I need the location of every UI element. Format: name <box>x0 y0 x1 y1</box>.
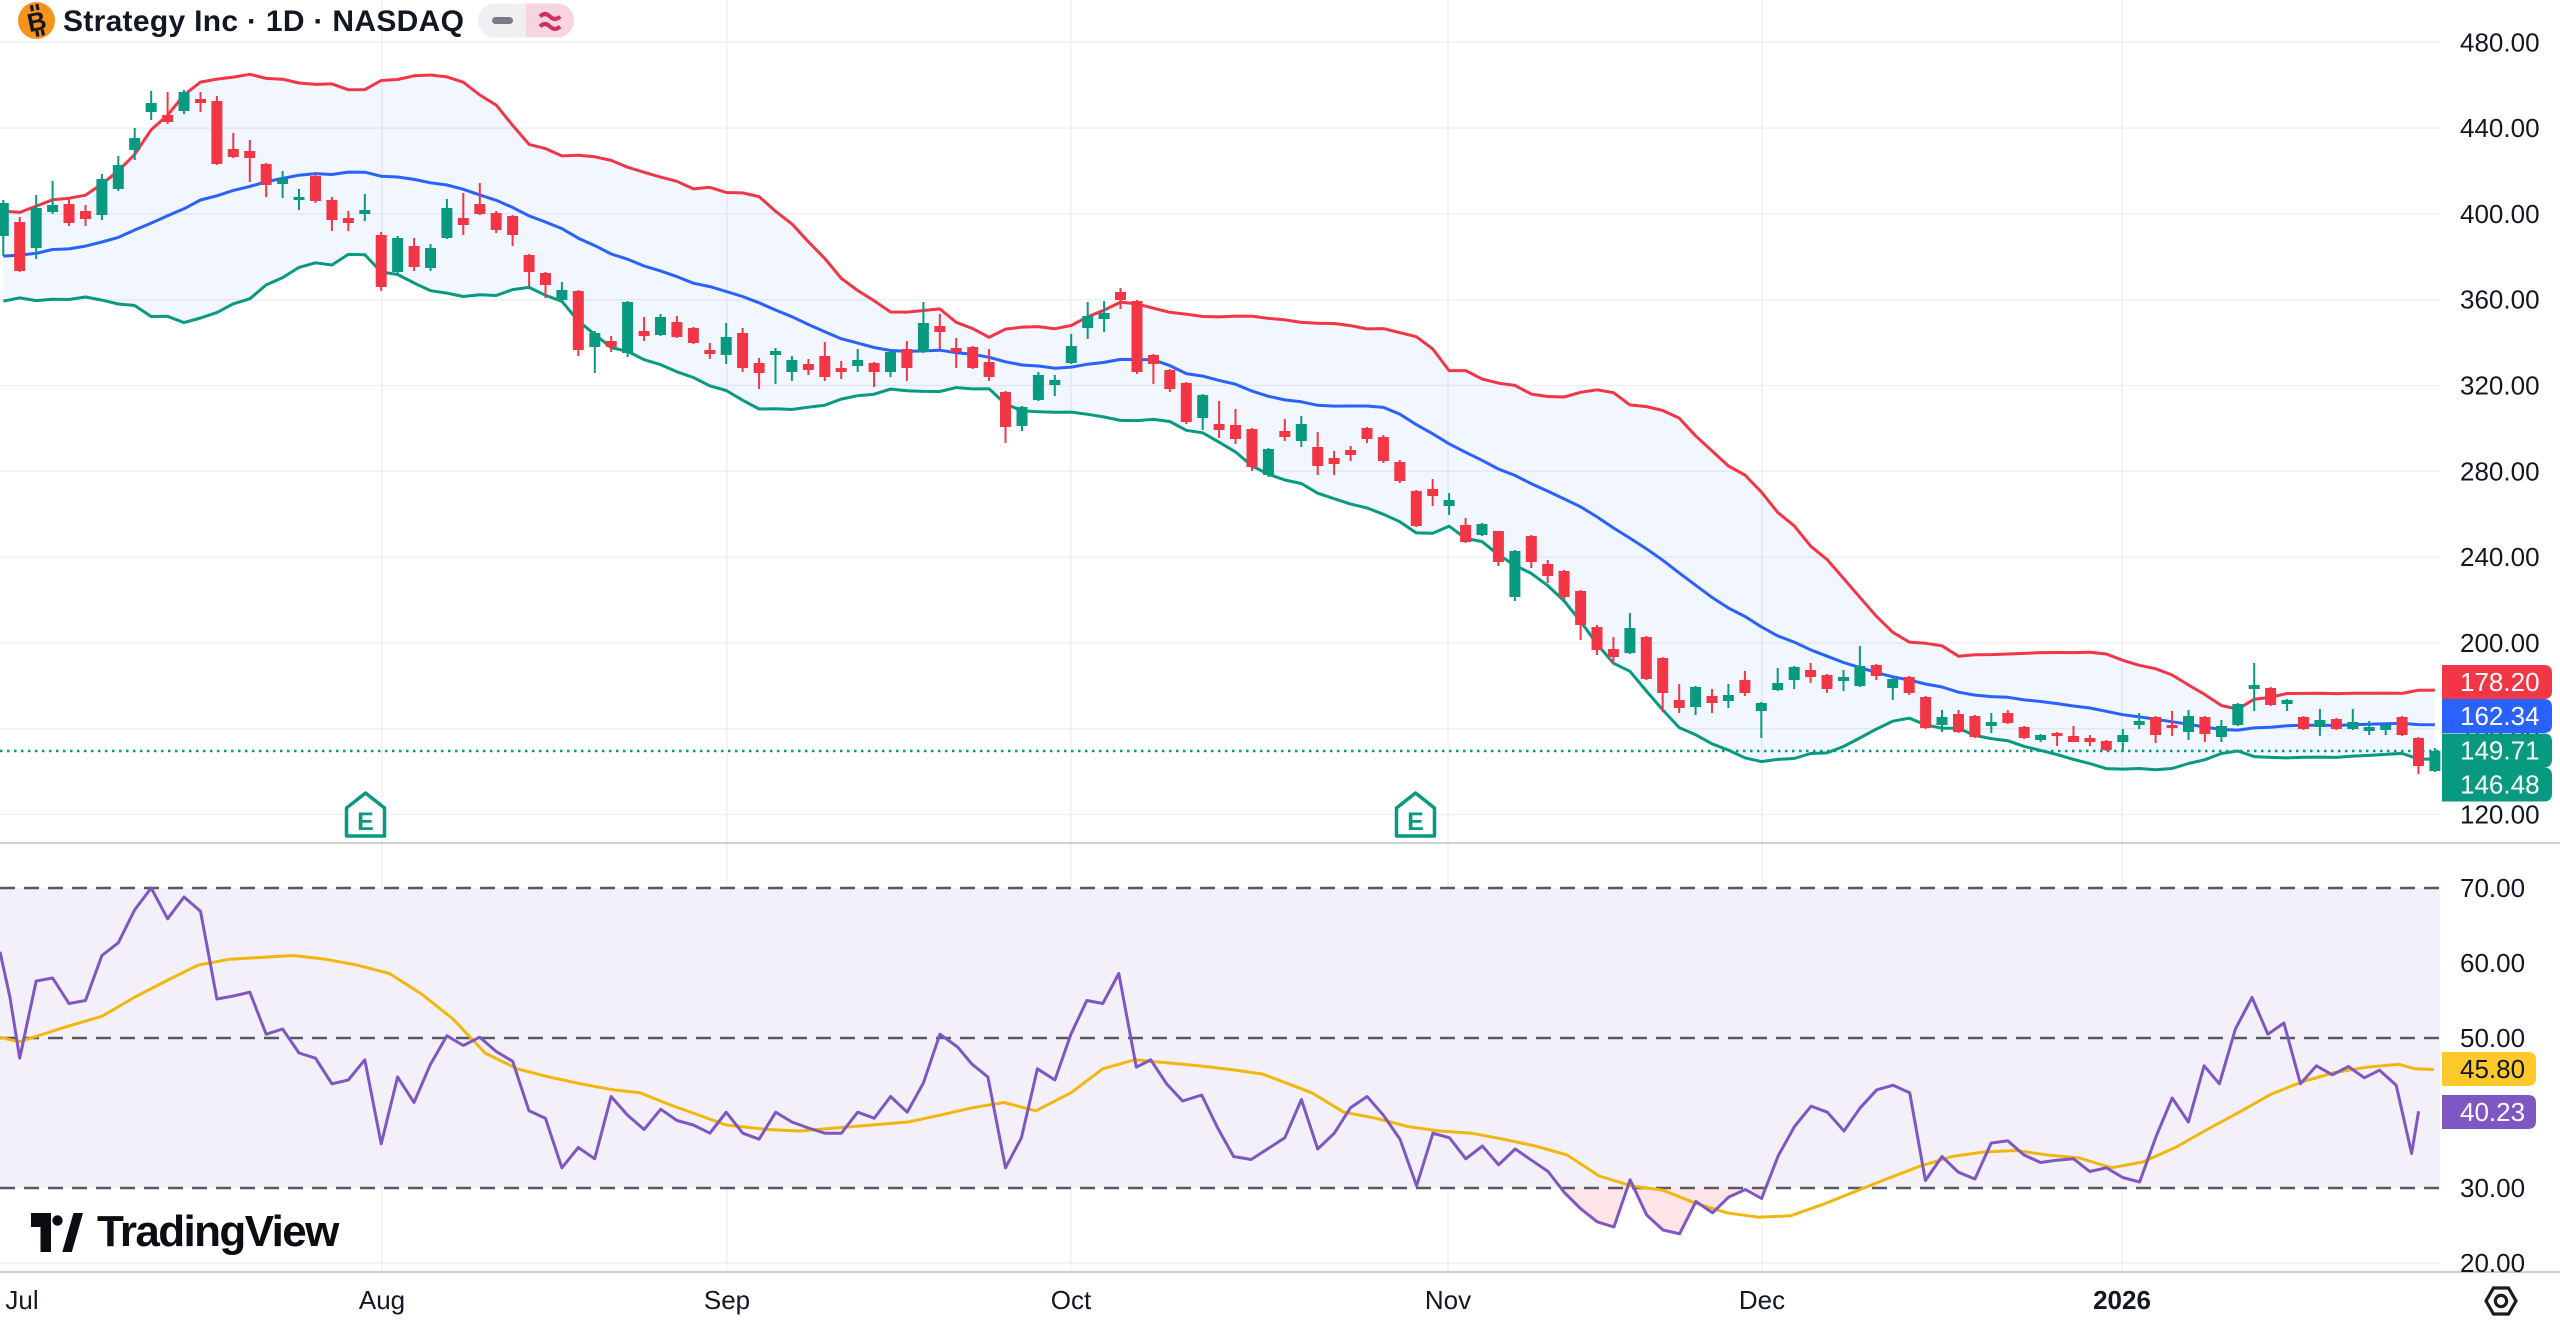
svg-text:Aug: Aug <box>359 1285 405 1315</box>
svg-text:400.00: 400.00 <box>2460 199 2540 229</box>
svg-text:2026: 2026 <box>2093 1285 2151 1315</box>
svg-text:70.00: 70.00 <box>2460 873 2525 903</box>
svg-text:200.00: 200.00 <box>2460 628 2540 658</box>
svg-text:E: E <box>357 808 374 836</box>
svg-text:146.48: 146.48 <box>2460 770 2540 800</box>
svg-text:Sep: Sep <box>704 1285 750 1315</box>
svg-text:30.00: 30.00 <box>2460 1173 2525 1203</box>
svg-text:480.00: 480.00 <box>2460 27 2540 57</box>
svg-text:Nov: Nov <box>1425 1285 1471 1315</box>
svg-text:120.00: 120.00 <box>2460 800 2540 830</box>
svg-text:149.71: 149.71 <box>2460 736 2540 766</box>
svg-text:45.80: 45.80 <box>2460 1054 2525 1084</box>
svg-text:40.23: 40.23 <box>2460 1097 2525 1127</box>
svg-text:Jul: Jul <box>5 1285 38 1315</box>
svg-text:50.00: 50.00 <box>2460 1023 2525 1053</box>
svg-text:TradingView: TradingView <box>97 1207 340 1256</box>
svg-text:178.20: 178.20 <box>2460 667 2540 697</box>
svg-text:Oct: Oct <box>1051 1285 1092 1315</box>
svg-text:320.00: 320.00 <box>2460 371 2540 401</box>
svg-text:60.00: 60.00 <box>2460 948 2525 978</box>
svg-text:360.00: 360.00 <box>2460 285 2540 315</box>
svg-text:162.34: 162.34 <box>2460 701 2540 731</box>
svg-text:440.00: 440.00 <box>2460 113 2540 143</box>
svg-text:Dec: Dec <box>1739 1285 1785 1315</box>
svg-text:E: E <box>1407 808 1424 836</box>
svg-text:280.00: 280.00 <box>2460 456 2540 486</box>
svg-text:240.00: 240.00 <box>2460 542 2540 572</box>
svg-text:Strategy Inc · 1D · NASDAQ: Strategy Inc · 1D · NASDAQ <box>63 5 464 38</box>
svg-text:20.00: 20.00 <box>2460 1248 2525 1278</box>
